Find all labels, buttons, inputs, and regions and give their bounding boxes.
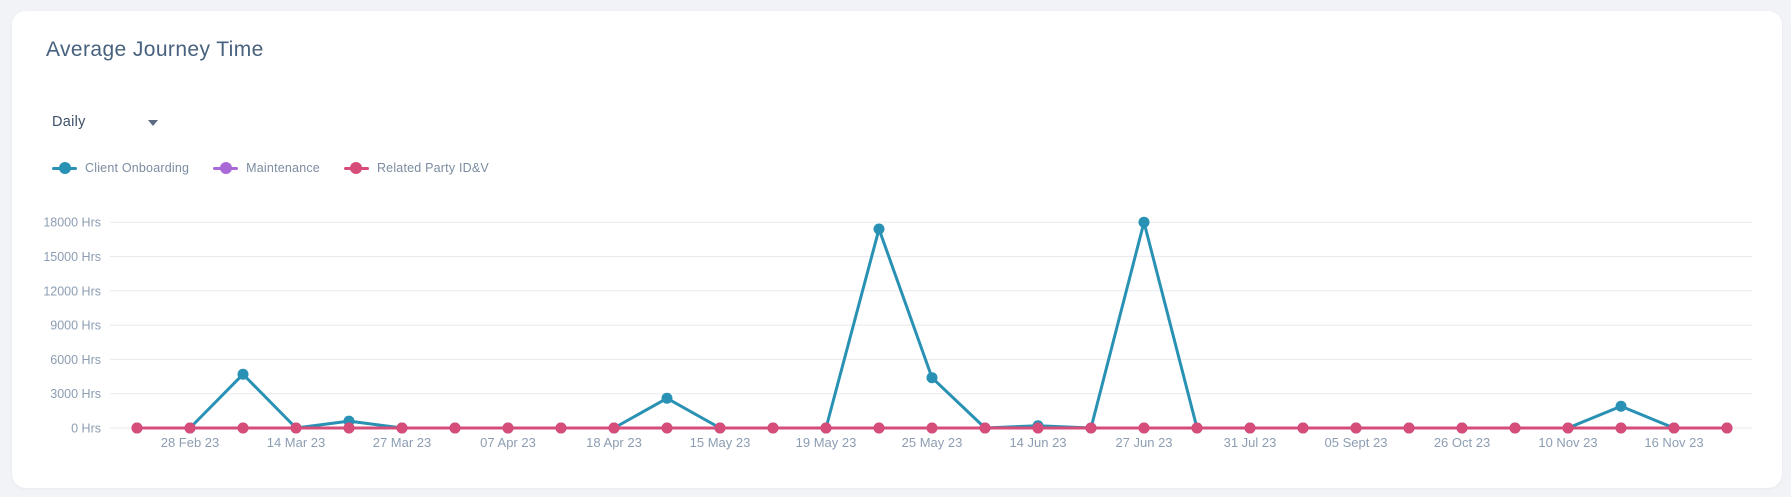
data-point-related-party-id-v-28[interactable] [1615,422,1627,434]
data-point-related-party-id-v-19[interactable] [1138,422,1150,434]
x-axis-label: 16 Nov 23 [1644,435,1703,450]
legend-marker-icon [343,162,369,175]
x-axis-label: 10 Nov 23 [1538,435,1597,450]
data-point-related-party-id-v-2[interactable] [237,422,249,434]
data-point-related-party-id-v-30[interactable] [1721,422,1733,434]
y-axis-label: 9000 Hrs [50,319,101,333]
x-axis-label: 19 May 23 [796,435,857,450]
chart-legend: Client Onboarding Maintenance Related Pa… [52,161,489,175]
data-point-client-onboarding-2[interactable] [237,368,249,380]
legend-item-label: Related Party ID&V [376,161,489,175]
x-axis-label: 05 Sept 23 [1325,435,1388,450]
data-point-related-party-id-v-25[interactable] [1456,422,1468,434]
x-axis-label: 27 Jun 23 [1115,435,1172,450]
legend-marker-icon [52,162,77,175]
data-point-related-party-id-v-15[interactable] [926,422,938,434]
legend-item-label: Client Onboarding [85,161,190,175]
data-point-related-party-id-v-17[interactable] [1032,422,1044,434]
y-axis-label: 18000 Hrs [43,216,101,230]
legend-item-maintenance[interactable]: Maintenance [213,161,320,175]
legend-item-related-party-idv[interactable]: Related Party ID&V [343,161,489,175]
chart-title: Average Journey Time [46,38,264,61]
data-point-related-party-id-v-3[interactable] [290,422,302,434]
data-point-related-party-id-v-5[interactable] [396,422,408,434]
data-point-related-party-id-v-24[interactable] [1403,422,1415,434]
data-point-related-party-id-v-1[interactable] [184,422,196,434]
data-point-related-party-id-v-7[interactable] [502,422,514,434]
chart-card: Average Journey Time Daily Client Onboar… [12,11,1782,488]
data-point-related-party-id-v-21[interactable] [1244,422,1256,434]
y-axis-label: 0 Hrs [71,422,101,436]
data-point-related-party-id-v-18[interactable] [1085,422,1097,434]
data-point-client-onboarding-15[interactable] [926,372,938,384]
data-point-client-onboarding-28[interactable] [1615,400,1627,412]
x-axis-label: 14 Mar 23 [267,435,326,450]
data-point-related-party-id-v-6[interactable] [449,422,461,434]
x-axis-label: 07 Apr 23 [480,435,536,450]
legend-item-client-onboarding[interactable]: Client Onboarding [52,161,189,175]
data-point-related-party-id-v-26[interactable] [1509,422,1521,434]
x-axis-label: 14 Jun 23 [1009,435,1066,450]
caret-down-icon [148,120,158,126]
y-axis-label: 6000 Hrs [50,353,101,367]
y-axis-label: 12000 Hrs [43,284,101,298]
x-axis-label: 31 Jul 23 [1224,435,1277,450]
data-point-related-party-id-v-22[interactable] [1297,422,1309,434]
x-axis-label: 15 May 23 [690,435,751,450]
x-axis-label: 18 Apr 23 [586,435,642,450]
data-point-related-party-id-v-20[interactable] [1191,422,1203,434]
y-axis-label: 15000 Hrs [43,250,101,264]
data-point-related-party-id-v-13[interactable] [820,422,832,434]
data-point-client-onboarding-10[interactable] [661,392,673,404]
data-point-related-party-id-v-14[interactable] [873,422,885,434]
data-point-related-party-id-v-12[interactable] [767,422,779,434]
data-point-related-party-id-v-10[interactable] [661,422,673,434]
period-dropdown-value: Daily [52,114,86,130]
data-point-related-party-id-v-16[interactable] [979,422,991,434]
legend-marker-icon [213,162,239,175]
x-axis-label: 25 May 23 [902,435,963,450]
data-point-client-onboarding-19[interactable] [1138,216,1150,228]
data-point-related-party-id-v-4[interactable] [343,422,355,434]
legend-item-label: Maintenance [246,161,320,175]
x-axis-label: 28 Feb 23 [161,435,220,450]
data-point-related-party-id-v-11[interactable] [714,422,726,434]
data-point-client-onboarding-14[interactable] [873,223,885,235]
data-point-related-party-id-v-27[interactable] [1562,422,1574,434]
data-point-related-party-id-v-8[interactable] [555,422,567,434]
data-point-related-party-id-v-0[interactable] [131,422,143,434]
x-axis-label: 27 Mar 23 [373,435,432,450]
journey-time-chart: 0 Hrs 3000 Hrs 6000 Hrs 9000 Hrs 12000 Hrs 15… [43,216,1752,450]
period-dropdown[interactable]: Daily [52,110,158,134]
x-axis-label: 26 Oct 23 [1434,435,1490,450]
y-axis-label: 3000 Hrs [50,387,101,401]
data-point-related-party-id-v-9[interactable] [608,422,620,434]
data-point-related-party-id-v-29[interactable] [1668,422,1680,434]
data-point-related-party-id-v-23[interactable] [1350,422,1362,434]
